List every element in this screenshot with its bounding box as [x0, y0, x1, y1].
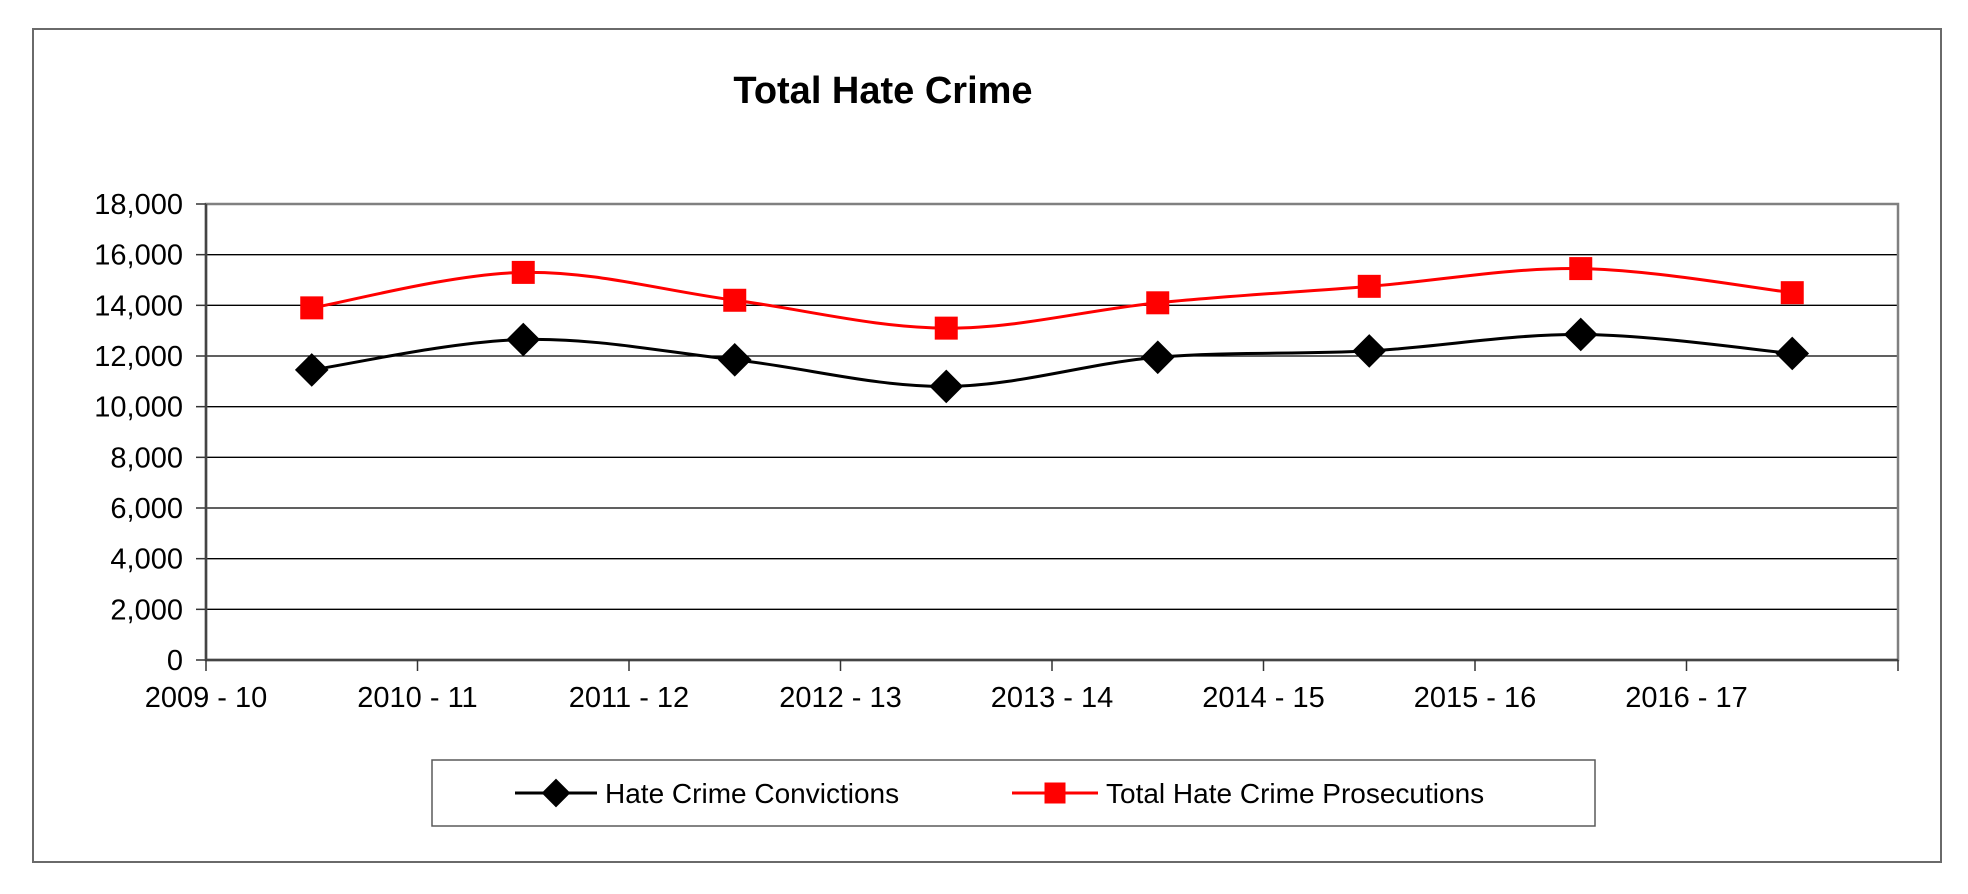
prosecutions-data-point — [1569, 257, 1593, 281]
chart-title: Total Hate Crime — [733, 70, 1032, 112]
axes: 0 2,000 4,000 6,000 8,000 10,000 12,000 14,000 1… — [94, 189, 1899, 714]
convictions-data-point — [1563, 317, 1598, 352]
legend-label: Hate Crime Convictions — [605, 778, 899, 809]
convictions-series-line — [311, 332, 1793, 388]
y-tick-label: 0 — [167, 645, 183, 677]
legend: Hate Crime Convictions Total Hate Crime P… — [431, 759, 1596, 827]
convictions-data-point — [717, 342, 752, 377]
y-tick-label: 6,000 — [110, 493, 183, 525]
convictions-data-point — [1775, 336, 1810, 371]
legend-diamond-marker — [541, 778, 571, 808]
prosecutions-data-point — [1780, 281, 1804, 305]
x-tick-label: 2010 - 11 — [357, 682, 477, 714]
legend-square-marker — [1044, 782, 1066, 804]
y-tick-label: 12,000 — [94, 341, 183, 373]
y-tick-label: 8,000 — [110, 442, 183, 474]
y-tick-label: 14,000 — [94, 290, 183, 322]
x-tick-label: 2014 - 15 — [1202, 682, 1325, 714]
prosecutions-data-point — [511, 260, 535, 284]
prosecutions-data-point — [1357, 274, 1381, 298]
x-tick-label: 2012 - 13 — [779, 682, 902, 714]
convictions-data-point — [506, 322, 541, 357]
x-tick-label: 2015 - 16 — [1414, 682, 1537, 714]
y-tick-label: 18,000 — [94, 189, 183, 221]
x-tick-label: 2013 - 14 — [991, 682, 1114, 714]
x-tick-label: 2009 - 10 — [145, 682, 268, 714]
chart-frame — [32, 28, 1942, 863]
x-tick-label: 2011 - 12 — [569, 682, 689, 714]
prosecutions-data-point — [1146, 291, 1170, 315]
data-markers — [294, 257, 1810, 404]
y-tick-label: 16,000 — [94, 240, 183, 272]
prosecutions-data-point — [934, 316, 958, 340]
gridlines — [206, 254, 1898, 610]
legend-label: Total Hate Crime Prosecutions — [1106, 778, 1484, 809]
prosecutions-data-point — [723, 288, 747, 312]
convictions-data-point — [1140, 340, 1175, 375]
x-tick-label: 2016 - 17 — [1625, 682, 1748, 714]
prosecutions-data-point — [300, 296, 324, 320]
convictions-data-point — [929, 369, 964, 404]
convictions-data-point — [294, 353, 329, 387]
series-lines — [311, 267, 1793, 388]
y-tick-label: 2,000 — [110, 594, 183, 626]
y-tick-label: 10,000 — [94, 392, 183, 424]
prosecutions-series-line — [311, 267, 1793, 330]
convictions-data-point — [1352, 334, 1387, 368]
y-tick-label: 4,000 — [110, 544, 183, 576]
